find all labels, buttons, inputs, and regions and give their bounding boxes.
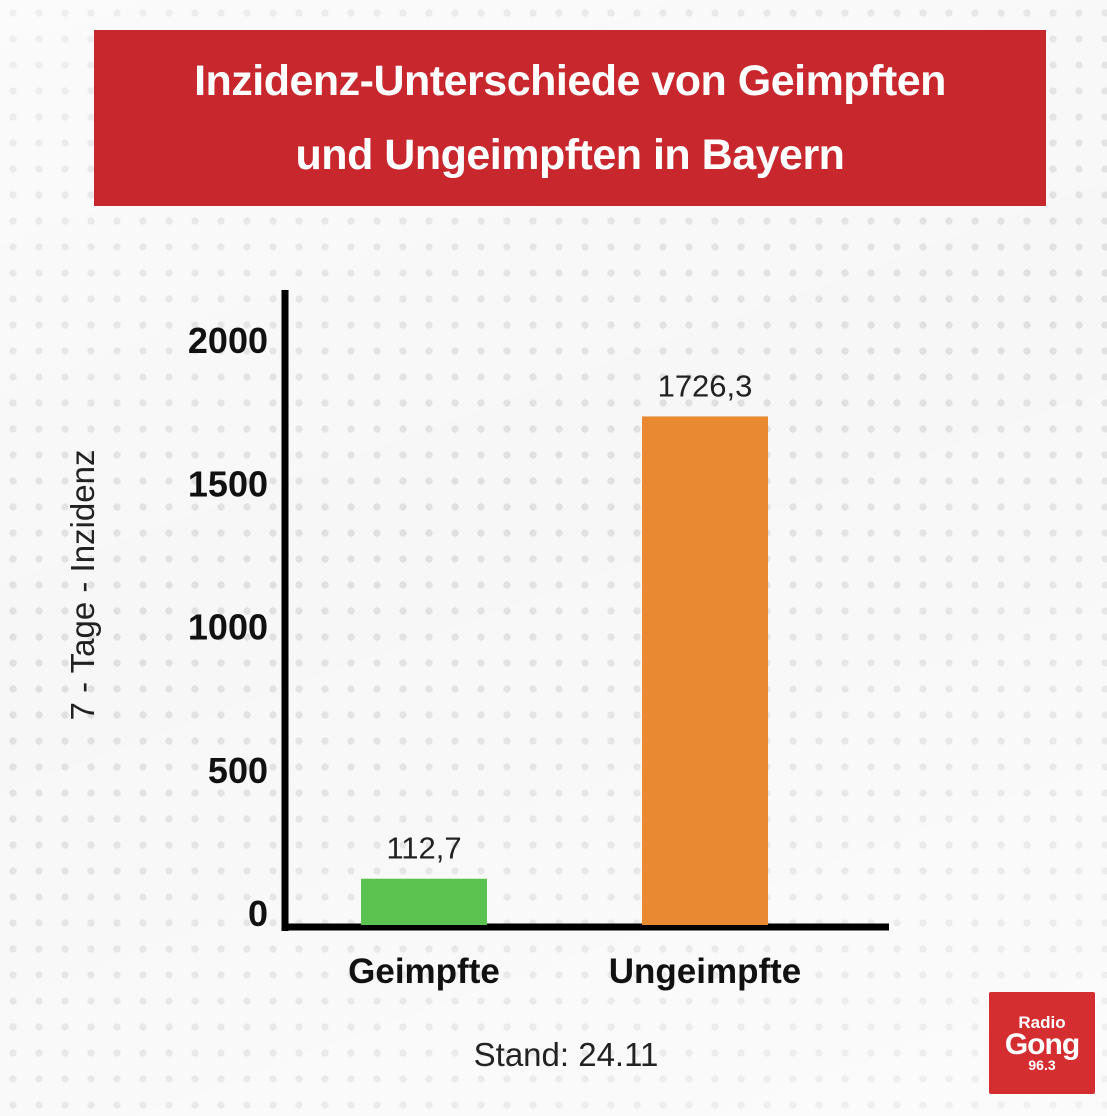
x-tick-label: Geimpfte bbox=[348, 952, 500, 991]
radio-gong-logo: Radio Gong 96.3 bbox=[989, 992, 1095, 1094]
logo-line-3: 96.3 bbox=[1028, 1057, 1056, 1073]
x-tick-labels: Geimpfte Ungeimpfte bbox=[348, 952, 801, 991]
chart-title: Inzidenz-Unterschiede von Geimpften und … bbox=[194, 57, 946, 179]
bar-geimpfte bbox=[361, 878, 487, 925]
value-label: 112,7 bbox=[386, 831, 461, 866]
x-tick-label: Ungeimpfte bbox=[609, 952, 802, 991]
value-labels: 112,7 1726,3 bbox=[386, 368, 752, 865]
y-tick-label: 500 bbox=[208, 750, 268, 791]
y-tick-label: 2000 bbox=[188, 320, 268, 361]
bars bbox=[361, 416, 768, 925]
value-label: 1726,3 bbox=[658, 368, 753, 403]
logo-line-1: Radio bbox=[1018, 1013, 1066, 1032]
bar-ungeimpfte bbox=[642, 416, 768, 925]
y-tick-label: 1500 bbox=[188, 463, 268, 504]
logo-line-2: Gong bbox=[1004, 1028, 1080, 1061]
footnote-date: Stand: 24.11 bbox=[474, 1036, 659, 1073]
y-tick-label: 1000 bbox=[188, 607, 268, 648]
y-axis-label: 7 - Tage - Inzidenz bbox=[64, 450, 101, 721]
y-tick-label: 0 bbox=[248, 893, 268, 934]
y-tick-labels: 0 500 1000 1500 2000 bbox=[188, 320, 268, 934]
title-banner: Inzidenz-Unterschiede von Geimpften und … bbox=[94, 30, 1046, 206]
